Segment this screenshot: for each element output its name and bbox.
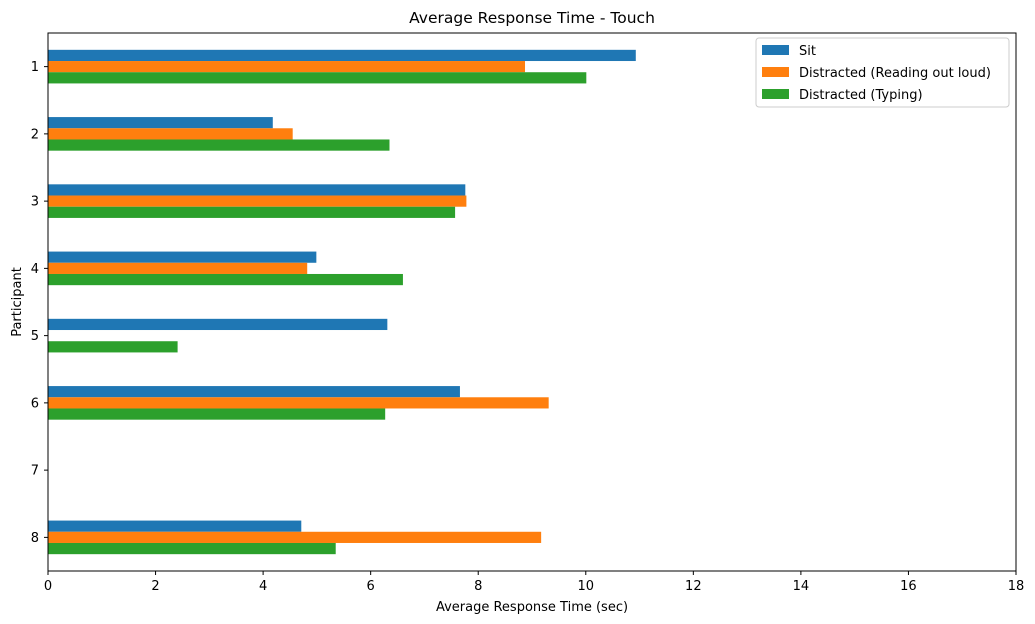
bar-participant-3-series-1 <box>48 184 466 196</box>
bar-participant-6-series-3 <box>48 408 386 420</box>
x-tick-label: 6 <box>367 579 375 594</box>
bar-participant-5-series-1 <box>48 318 388 331</box>
x-tick-label: 10 <box>578 579 595 594</box>
chart-title: Average Response Time - Touch <box>409 9 655 27</box>
x-tick-label: 2 <box>151 579 159 594</box>
bar-participant-8-series-2 <box>48 531 542 543</box>
y-tick-label: 2 <box>31 127 39 142</box>
bar-participant-2-series-1 <box>48 117 273 129</box>
x-tick-label: 4 <box>259 579 267 594</box>
bar-participant-6-series-1 <box>48 386 460 398</box>
x-tick-label: 14 <box>793 579 810 594</box>
y-axis-title: Participant <box>10 267 25 337</box>
x-axis-title: Average Response Time (sec) <box>436 600 628 615</box>
bar-participant-8-series-3 <box>48 542 336 555</box>
bar-participant-2-series-2 <box>48 128 293 140</box>
bar-participant-1-series-1 <box>48 49 636 62</box>
y-tick-label: 6 <box>31 396 39 411</box>
bar-participant-1-series-2 <box>48 61 526 73</box>
y-tick-label: 7 <box>31 464 39 479</box>
legend-label: Distracted (Typing) <box>799 88 923 103</box>
y-tick-label: 5 <box>31 329 39 344</box>
bar-participant-5-series-3 <box>48 341 178 353</box>
bar-participant-6-series-2 <box>48 397 549 409</box>
bar-participant-4-series-2 <box>48 262 308 274</box>
x-tick-label: 16 <box>900 579 917 594</box>
y-tick-label: 3 <box>31 195 39 210</box>
bar-participant-4-series-1 <box>48 251 317 263</box>
y-axis: 1 2 3 4 5 6 7 8 <box>31 60 48 546</box>
bars-layer <box>48 49 636 555</box>
legend-box <box>755 37 1010 108</box>
y-tick-label: 4 <box>31 262 39 277</box>
y-tick-label: 1 <box>31 60 39 75</box>
legend-swatch <box>762 89 789 99</box>
bar-participant-3-series-2 <box>48 195 467 207</box>
plot-frame <box>47 32 1017 572</box>
legend-label: Sit <box>799 44 816 59</box>
bar-participant-4-series-3 <box>48 273 403 286</box>
legend-swatch <box>762 45 789 55</box>
legend-label: Distracted (Reading out loud) <box>799 66 991 81</box>
legend-swatch <box>762 67 789 77</box>
y-tick-label: 8 <box>31 531 39 546</box>
bar-participant-1-series-3 <box>48 72 587 84</box>
x-tick-label: 12 <box>685 579 702 594</box>
bar-participant-3-series-3 <box>48 206 456 218</box>
bar-participant-2-series-3 <box>48 139 390 151</box>
bar-participant-8-series-1 <box>48 520 302 532</box>
x-axis: 0 2 4 6 8 10 12 14 16 18 <box>44 571 1024 594</box>
x-tick-label: 18 <box>1008 579 1025 594</box>
x-tick-label: 8 <box>474 579 482 594</box>
legend: Sit Distracted (Reading out loud) Distract… <box>755 37 1010 108</box>
x-tick-label: 0 <box>44 579 52 594</box>
